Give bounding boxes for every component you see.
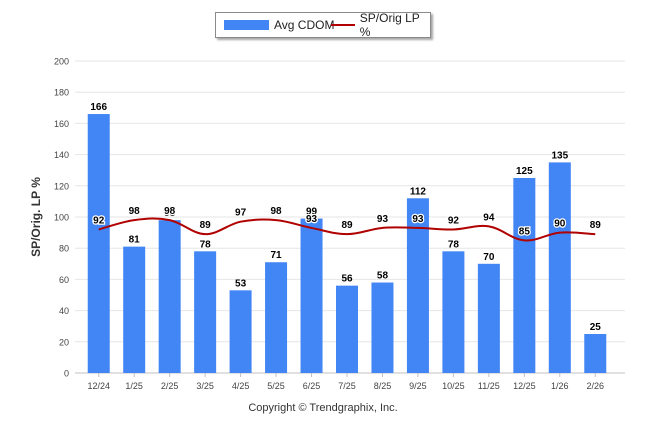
legend-label-bar: Avg CDOM bbox=[274, 18, 335, 32]
bar-data-label: 99 bbox=[306, 207, 318, 218]
bar-data-label: 98 bbox=[164, 208, 176, 219]
line-data-label: 93 bbox=[377, 214, 389, 225]
bar-data-label: 53 bbox=[235, 278, 247, 289]
line-series bbox=[98, 217, 596, 242]
bar-data-label: 70 bbox=[483, 252, 495, 263]
x-tick-label: 11/25 bbox=[478, 381, 500, 391]
bar bbox=[336, 285, 358, 373]
bar bbox=[371, 282, 394, 373]
line-data-label: 93 bbox=[412, 214, 424, 225]
bar-data-labels: 166 81 98 78 53 71 99 56 58 112 78 70 125 135 25 bbox=[90, 102, 601, 333]
bar bbox=[477, 263, 500, 373]
line-data-labels: 92 98 98 89 97 98 93 89 93 93 92 94 85 90 89 bbox=[92, 205, 603, 239]
x-tick-label: 5/25 bbox=[267, 381, 285, 391]
legend-bar-swatch bbox=[224, 20, 269, 30]
x-tick-label: 7/25 bbox=[338, 381, 356, 391]
x-tick-label: 10/25 bbox=[442, 381, 465, 391]
bar-data-label: 25 bbox=[590, 322, 602, 333]
x-tick-label: 3/25 bbox=[196, 381, 214, 391]
y-tick-label: 160 bbox=[54, 119, 69, 129]
bar bbox=[123, 246, 146, 373]
legend-item-line[interactable]: SP/Orig LP % bbox=[331, 11, 430, 39]
y-tick-label: 40 bbox=[59, 306, 69, 316]
bar bbox=[194, 251, 217, 373]
bar bbox=[513, 178, 536, 373]
y-tick-label: 200 bbox=[54, 57, 69, 67]
y-axis-ticks: 0 20 40 60 80 100 120 140 160 180 200 bbox=[54, 57, 69, 379]
line-data-label: 92 bbox=[448, 215, 460, 226]
bar bbox=[300, 218, 323, 373]
x-tick-label: 12/24 bbox=[87, 381, 110, 391]
y-tick-label: 80 bbox=[59, 244, 69, 254]
bar bbox=[229, 290, 252, 373]
line-data-label: 85 bbox=[519, 226, 531, 237]
line-data-label: 97 bbox=[235, 208, 247, 219]
x-tick-label: 12/25 bbox=[513, 381, 536, 391]
x-tick-label: 8/25 bbox=[374, 381, 392, 391]
bar-series bbox=[87, 114, 607, 373]
line-data-label: 98 bbox=[129, 206, 141, 217]
x-tick-label: 1/26 bbox=[551, 381, 569, 391]
bar-data-label: 125 bbox=[516, 166, 533, 177]
bar-data-label: 135 bbox=[551, 150, 568, 161]
bar bbox=[265, 262, 288, 373]
bar-data-label: 58 bbox=[377, 271, 389, 282]
bar-data-label: 78 bbox=[200, 239, 212, 250]
y-tick-label: 180 bbox=[54, 88, 69, 98]
line-data-label: 89 bbox=[341, 220, 353, 231]
series-line bbox=[98, 217, 596, 242]
y-axis-label: SP/Orig. LP % bbox=[29, 177, 43, 257]
line-data-label: 92 bbox=[93, 215, 105, 226]
legend-label-line: SP/Orig LP % bbox=[359, 11, 420, 39]
y-tick-label: 100 bbox=[54, 213, 69, 223]
bar bbox=[158, 220, 181, 373]
line-data-label: 89 bbox=[590, 220, 602, 231]
bar bbox=[406, 198, 429, 373]
bar bbox=[87, 114, 110, 373]
y-tick-label: 120 bbox=[54, 181, 69, 191]
bar-data-label: 71 bbox=[271, 250, 283, 261]
bar-data-label: 81 bbox=[129, 235, 141, 246]
x-tick-label: 9/25 bbox=[409, 381, 427, 391]
y-tick-label: 0 bbox=[64, 369, 69, 379]
bar bbox=[548, 162, 571, 373]
bar-data-label: 166 bbox=[90, 102, 107, 113]
bar bbox=[442, 251, 465, 373]
bar bbox=[584, 334, 607, 373]
legend: Avg CDOM SP/Orig LP % bbox=[215, 11, 431, 39]
line-data-label: 89 bbox=[200, 220, 212, 231]
copyright-footer: Copyright © Trendgraphix, Inc. bbox=[248, 402, 398, 414]
line-data-label: 94 bbox=[483, 212, 495, 223]
legend-line-swatch bbox=[331, 24, 355, 26]
line-data-label: 98 bbox=[271, 206, 283, 217]
x-tick-label: 2/26 bbox=[587, 381, 605, 391]
bar-data-label: 78 bbox=[448, 239, 460, 250]
x-tick-label: 6/25 bbox=[303, 381, 321, 391]
bar-data-label: 112 bbox=[410, 186, 427, 197]
x-axis-ticks: 12/24 1/25 2/25 3/25 4/25 5/25 6/25 7/25 8/25 9/2… bbox=[87, 373, 604, 391]
line-data-label: 93 bbox=[306, 214, 318, 225]
x-tick-label: 4/25 bbox=[232, 381, 250, 391]
y-tick-label: 60 bbox=[59, 275, 69, 285]
line-data-label: 90 bbox=[554, 219, 566, 230]
y-tick-label: 20 bbox=[59, 337, 69, 347]
x-tick-label: 1/25 bbox=[125, 381, 143, 391]
y-tick-label: 140 bbox=[54, 150, 69, 160]
line-data-label: 98 bbox=[164, 206, 176, 217]
bar-data-label: 56 bbox=[341, 274, 353, 285]
legend-item-bar[interactable]: Avg CDOM bbox=[224, 18, 334, 32]
x-tick-label: 2/25 bbox=[161, 381, 179, 391]
